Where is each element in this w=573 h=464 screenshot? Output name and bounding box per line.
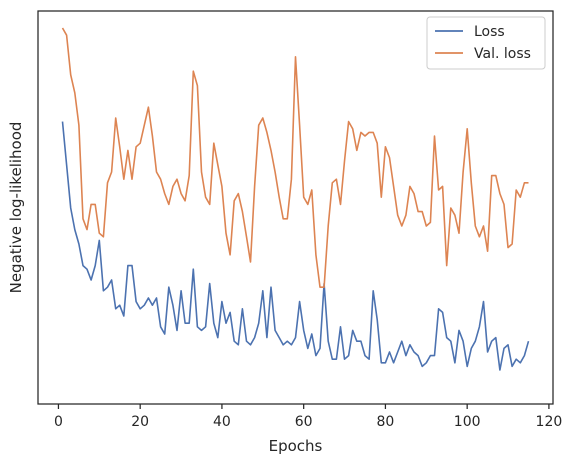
x-tick-label: 100: [454, 414, 481, 430]
series-line-val-loss: [61, 27, 529, 289]
x-tick-label: 120: [536, 414, 563, 430]
series-line-loss: [61, 121, 530, 371]
legend-label: Loss: [474, 24, 505, 40]
x-axis-ticks: 0 20 40 60 80 100 120: [54, 404, 562, 430]
x-tick-label: 80: [377, 414, 395, 430]
x-axis-label: Epochs: [269, 437, 323, 455]
series-lines: [61, 27, 530, 371]
legend: Loss Val. loss: [426, 16, 546, 70]
plot-frame: [37, 10, 554, 405]
x-tick-label: 40: [213, 414, 231, 430]
x-tick-label: 20: [131, 414, 149, 430]
legend-label: Val. loss: [474, 46, 531, 62]
x-tick-label: 60: [295, 414, 313, 430]
x-tick-label: 0: [54, 414, 63, 430]
legend-box: [426, 16, 546, 70]
y-axis-label: Negative log-likelihood: [7, 122, 25, 294]
